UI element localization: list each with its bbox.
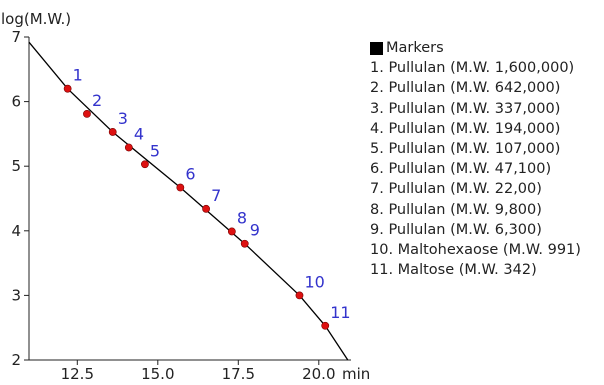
marker-point xyxy=(83,109,91,118)
x-tick-label: 15.0 xyxy=(141,365,174,383)
marker-point xyxy=(176,183,185,192)
x-axis-label: min xyxy=(342,365,370,383)
marker-point xyxy=(63,84,72,93)
x-tick-label: 17.5 xyxy=(222,365,255,383)
legend-title: Markers xyxy=(386,40,444,56)
marker-number-label: 3 xyxy=(118,109,128,128)
marker-point xyxy=(295,291,304,300)
marker-number-label: 10 xyxy=(304,272,324,291)
marker-number-label: 2 xyxy=(92,91,102,110)
y-axis-label: log(M.W.) xyxy=(1,10,71,28)
y-tick-label: 2 xyxy=(11,351,21,369)
marker-point xyxy=(202,204,210,213)
marker-point xyxy=(321,321,330,330)
y-tick-label: 7 xyxy=(11,28,21,46)
legend: Markers 1. Pullulan (M.W. 1,600,000) 2. … xyxy=(370,38,581,280)
x-tick-label: 20.0 xyxy=(302,365,335,383)
y-tick-label: 6 xyxy=(11,93,21,111)
marker-number-label: 11 xyxy=(330,303,350,322)
marker-number-label: 5 xyxy=(150,141,160,160)
marker-number-label: 7 xyxy=(211,186,221,205)
x-tick-label: 12.5 xyxy=(61,365,94,383)
calibration-curve xyxy=(28,41,349,361)
legend-square-icon xyxy=(370,41,383,55)
legend-entry: 6. Pullulan (M.W. 47,100) xyxy=(370,161,552,178)
legend-entry: 3. Pullulan (M.W. 337,000) xyxy=(370,100,561,117)
legend-entry: 7. Pullulan (M.W. 22,00) xyxy=(370,181,542,198)
legend-entry: 8. Pullulan (M.W. 9,800) xyxy=(370,201,542,218)
marker-point xyxy=(124,143,133,152)
legend-title-row: Markers xyxy=(370,38,581,58)
marker-number-label: 9 xyxy=(250,221,260,240)
marker-point xyxy=(227,227,236,236)
legend-entry: 2. Pullulan (M.W. 642,000) xyxy=(370,80,561,97)
legend-entry: 4. Pullulan (M.W. 194,000) xyxy=(370,120,561,137)
legend-entry: 5. Pullulan (M.W. 107,000) xyxy=(370,141,561,158)
marker-number-label: 1 xyxy=(73,66,83,85)
marker-number-label: 8 xyxy=(237,208,247,227)
marker-point xyxy=(240,239,249,248)
marker-point xyxy=(108,128,117,136)
legend-entry: 9. Pullulan (M.W. 6,300) xyxy=(370,221,542,238)
y-tick-label: 4 xyxy=(11,222,21,240)
calibration-line xyxy=(28,41,349,361)
legend-entry: 11. Maltose (M.W. 342) xyxy=(370,262,537,279)
marker-number-label: 6 xyxy=(185,165,195,184)
marker-point xyxy=(141,160,149,169)
y-tick-label: 3 xyxy=(11,286,21,304)
legend-entry: 10. Maltohexaose (M.W. 991) xyxy=(370,242,581,259)
y-tick-label: 5 xyxy=(11,157,21,175)
legend-entry: 1. Pullulan (M.W. 1,600,000) xyxy=(370,60,575,77)
marker-number-label: 4 xyxy=(134,124,144,143)
